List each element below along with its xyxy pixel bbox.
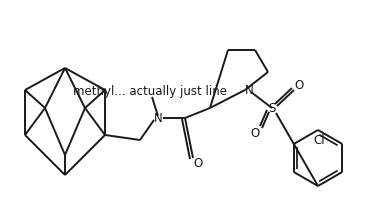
Text: O: O [250, 126, 260, 139]
Text: Cl: Cl [313, 134, 325, 147]
Text: O: O [194, 156, 203, 169]
Text: N: N [153, 112, 163, 125]
Text: O: O [294, 79, 304, 92]
Text: methyl... actually just line: methyl... actually just line [73, 84, 227, 97]
Text: S: S [268, 101, 276, 114]
Text: N: N [245, 84, 253, 97]
